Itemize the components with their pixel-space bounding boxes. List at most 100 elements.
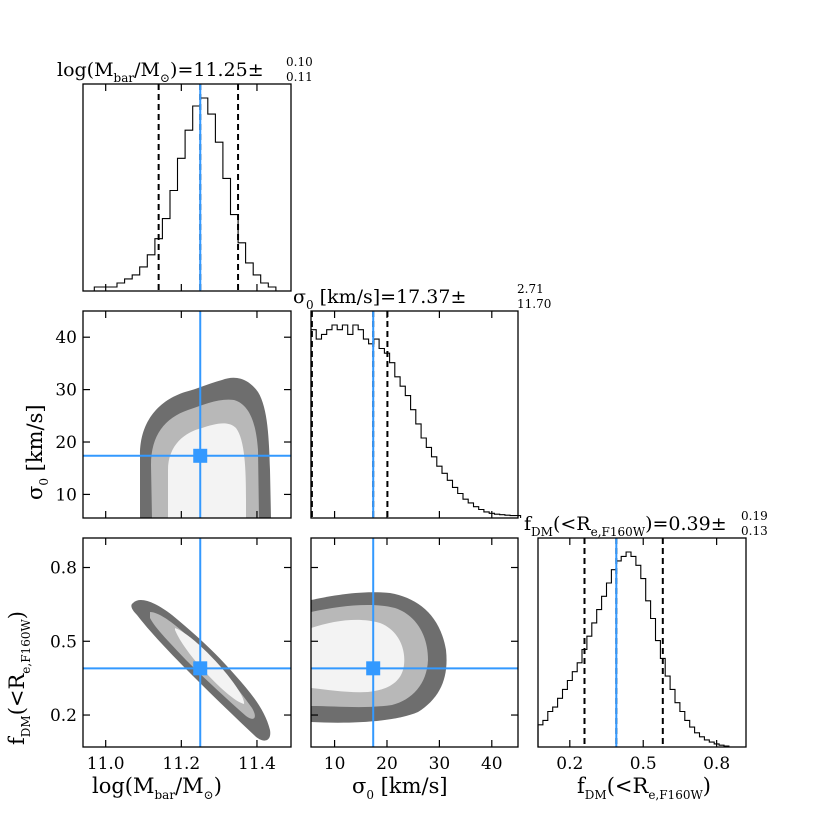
hist-bin [602, 596, 607, 747]
hist-bin [316, 339, 321, 518]
contour-inner-1 [168, 423, 246, 518]
hist-bin [411, 410, 416, 518]
hist-bin [463, 499, 468, 518]
title-fdm-sup: 0.19 [741, 509, 768, 523]
frame-contour-fdm-mbar [82, 537, 292, 748]
truth-marker [366, 661, 381, 676]
hist-bin [246, 263, 254, 291]
hist-bin [342, 325, 347, 518]
hist-bin [553, 707, 558, 747]
hist-outline [93, 97, 277, 291]
hist-bin [426, 447, 431, 518]
y-tick-label: 30 [55, 381, 77, 401]
title-mbar-sup: 0.10 [286, 55, 313, 69]
y-tick-label: 10 [55, 485, 77, 505]
axis-ticks: 11.0 11.2 11.4 10 20 30 40 0.2 0.5 0.8 10 20 30 40 0.2… [50, 84, 730, 774]
hist-bin [358, 330, 363, 518]
hist-bin [675, 703, 680, 747]
x-tick-label: 20 [376, 754, 398, 774]
hist-bin [230, 215, 238, 291]
hist-bin [390, 363, 395, 518]
hist-mbar [93, 84, 277, 291]
hist-bin [147, 255, 155, 291]
hist-bin [117, 283, 125, 291]
hist-bin [327, 330, 332, 518]
contour-fdm-sigma [311, 592, 447, 723]
hist-bin [695, 733, 700, 747]
x-tick-label: 10 [324, 754, 346, 774]
hist-bin [442, 473, 447, 518]
x-tick-label: 11.2 [162, 754, 200, 774]
contour-sigma-mbar [140, 377, 271, 518]
hist-bin [458, 494, 463, 518]
hist-bin [185, 130, 193, 291]
truth-marker [193, 661, 208, 676]
hist-bin [646, 601, 651, 747]
hist-bin [337, 330, 342, 518]
hist-bin [132, 275, 140, 291]
hist-bin [363, 339, 368, 518]
y-tick-label: 20 [55, 433, 77, 453]
frame-contour-sigma-mbar [82, 310, 292, 519]
hist-bin [447, 480, 452, 518]
hist-bin [626, 552, 631, 747]
hist-bin [468, 503, 473, 518]
title-mbar-inf: 0.11 [286, 70, 313, 84]
hist-bin [587, 636, 592, 747]
hist-bin [484, 512, 489, 518]
xlabel-fdm: fDM(<Re,F160W) [577, 774, 711, 802]
hist-bin [592, 623, 597, 747]
hist-bin [473, 507, 478, 518]
hist-bin [379, 349, 384, 518]
y-tick-label: 0.8 [50, 559, 77, 579]
hist-bin [548, 712, 553, 747]
truth-marker [193, 448, 208, 463]
xlabel-mbar: log(Mbar/M⊙) [92, 774, 222, 802]
x-tick-label: 40 [481, 754, 503, 774]
hist-bin [543, 720, 548, 747]
hist-bin [125, 279, 133, 291]
hist-bin [437, 466, 442, 518]
hist-bin [572, 672, 577, 747]
hist-bin [400, 386, 405, 518]
hist-bin [162, 219, 170, 291]
title-sigma: σ0 [km/s]=17.37± [293, 286, 466, 312]
hist-bin [567, 681, 572, 747]
contour-inner-3 [311, 619, 405, 693]
hist-bin [631, 556, 636, 747]
hist-bin [353, 325, 358, 518]
hist-bin [332, 325, 337, 518]
hist-bin [700, 737, 705, 747]
y-tick-label: 0.5 [50, 632, 77, 652]
hist-bin [577, 663, 582, 747]
contour-inner-2 [175, 628, 245, 704]
hist-bin [690, 727, 695, 747]
y-tick-label: 40 [55, 328, 77, 348]
hist-bin [651, 618, 656, 747]
hist-bin [479, 510, 484, 518]
x-tick-label: 30 [429, 754, 451, 774]
hist-bin [140, 267, 148, 291]
hist-bin [704, 740, 709, 747]
hist-sigma [310, 311, 522, 518]
title-mbar: log(Mbar/M⊙)=11.25± [57, 59, 264, 85]
x-tick-label: 11.0 [87, 754, 125, 774]
hist-bin [170, 190, 178, 291]
hist-bin [416, 424, 421, 518]
truth-crosshairs [83, 311, 518, 747]
hist-bin [200, 98, 208, 291]
hist-bin [558, 698, 563, 747]
hist-bin [680, 712, 685, 747]
hist-bin [562, 689, 567, 747]
hist-bin [395, 377, 400, 518]
x-tick-label: 0.5 [630, 754, 657, 774]
title-sigma-sup: 2.71 [517, 282, 544, 296]
x-tick-label: 0.8 [703, 754, 730, 774]
hist-bin [374, 339, 379, 518]
hist-bin [538, 725, 543, 747]
x-tick-label: 11.4 [238, 754, 276, 774]
hist-bin [421, 438, 426, 518]
hist-bin [193, 106, 201, 291]
hist-bin [215, 142, 223, 291]
hist-bin [405, 396, 410, 518]
